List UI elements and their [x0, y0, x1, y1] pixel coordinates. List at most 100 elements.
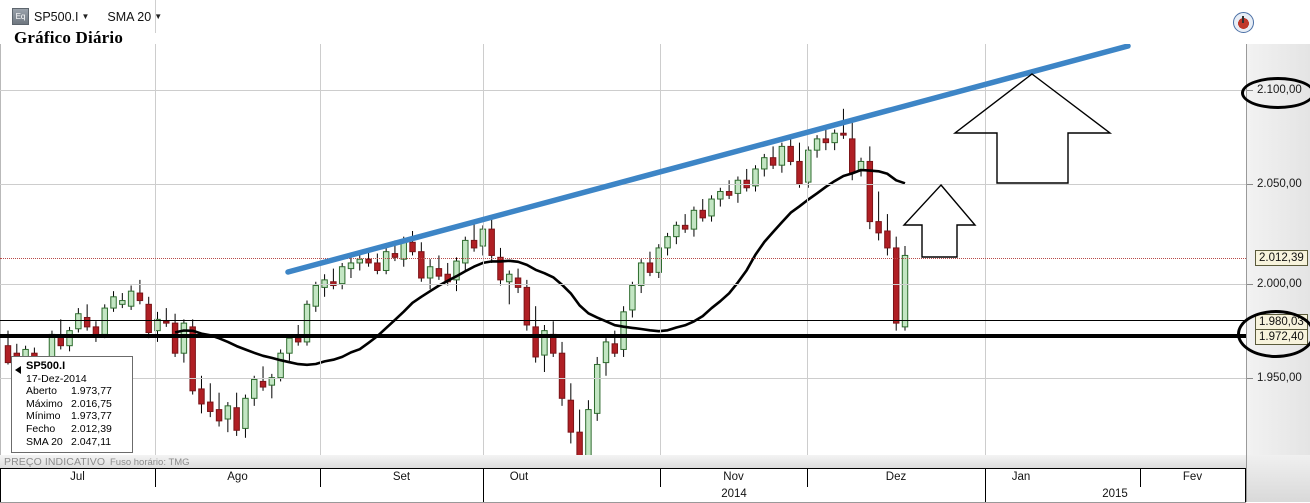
candle-body — [541, 330, 548, 356]
candle-body — [180, 322, 188, 354]
candle-body — [725, 191, 733, 196]
candle-body — [831, 132, 838, 144]
month-sep — [1140, 468, 1141, 487]
candle-body — [453, 260, 460, 281]
tooltip-key: Fecho — [26, 422, 56, 435]
month-label-ago[interactable]: Ago — [227, 471, 248, 483]
candle-body — [119, 300, 126, 305]
candle-body — [673, 224, 680, 238]
gridline-out — [483, 44, 484, 455]
chart-plot-area[interactable] — [0, 44, 1246, 455]
price-label-1950: 1.950,00 — [1257, 372, 1302, 384]
candle-body — [708, 198, 715, 217]
circle-current-levels — [1237, 310, 1310, 358]
candle-body — [110, 296, 117, 309]
candle-body — [506, 273, 513, 283]
candle-body — [163, 320, 170, 324]
candle-body — [259, 380, 267, 388]
candle-body — [884, 230, 891, 249]
candle-body — [426, 266, 434, 279]
gridline-set — [320, 44, 321, 455]
table-row: Fecho 2.012,39 — [18, 423, 128, 436]
page-title: Gráfico Diário — [14, 28, 124, 47]
candle-body — [233, 407, 240, 431]
chevron-down-icon-indicator[interactable]: ▼ — [154, 12, 163, 21]
month-label-nov[interactable]: Nov — [723, 471, 744, 483]
year-sep — [1245, 487, 1246, 502]
last-close-dotted-line — [0, 258, 1246, 259]
month-sep — [155, 468, 156, 487]
table-row: Aberto 1.973,77 — [18, 385, 128, 398]
candle-body — [734, 179, 742, 194]
year-label-2015: 2015 — [1102, 488, 1128, 500]
candle-body — [629, 285, 636, 311]
candle-body — [154, 318, 161, 332]
date-axis[interactable]: Jul Ago Set Out Nov Dez Jan Fev 2014 201… — [0, 455, 1310, 503]
price-label-2050: 2.050,00 — [1257, 178, 1302, 190]
quote-tooltip: SP500.I 17-Dez-2014 Aberto 1.973,77 Máxim… — [11, 356, 133, 454]
candle-body — [391, 253, 399, 258]
month-label-jan[interactable]: Jan — [1011, 471, 1031, 483]
candle-body — [294, 337, 302, 343]
indicator-selector[interactable]: SMA 20 ▼ — [107, 10, 162, 24]
date-axis-corner — [1246, 455, 1310, 502]
tick-2000 — [1247, 284, 1253, 285]
candle-body — [127, 290, 135, 307]
candle-body — [242, 397, 249, 429]
year-label-2014: 2014 — [721, 488, 747, 500]
candle-body — [251, 379, 258, 399]
candle-body — [875, 221, 882, 234]
symbol-label: SP500.I — [34, 9, 79, 24]
candle-body — [866, 160, 874, 223]
month-label-out[interactable]: Out — [509, 471, 529, 483]
candle-body — [207, 401, 214, 412]
indicative-price-note: PREÇO INDICATIVO — [4, 456, 106, 468]
candle-body — [189, 326, 196, 392]
candle-body — [171, 322, 179, 354]
tooltip-value: 1.973,77 — [71, 410, 112, 423]
candle-body — [462, 239, 469, 264]
tooltip-key: Mínimo — [26, 410, 61, 423]
candle-body — [83, 316, 91, 328]
candle-body — [347, 262, 355, 270]
table-row: SMA 20 2.047,11 — [18, 436, 128, 449]
candle-body — [523, 286, 531, 326]
chevron-down-icon[interactable]: ▼ — [81, 12, 90, 21]
gridline-1950 — [0, 378, 1246, 379]
tooltip-value: 2.012,39 — [71, 422, 112, 435]
candle-body — [752, 168, 759, 187]
candle-body — [470, 239, 478, 249]
candle-body — [620, 311, 627, 350]
candle-body — [769, 157, 777, 166]
tooltip-pointer-icon — [15, 366, 21, 374]
price-axis[interactable]: 2.100,00 2.050,00 2.000,00 1.950,00 2.01… — [1237, 44, 1310, 455]
candle-body — [435, 268, 443, 277]
month-label-jul[interactable]: Jul — [70, 471, 85, 483]
candle-body — [365, 258, 372, 264]
candle-body — [558, 352, 566, 399]
symbol-selector[interactable]: Eq SP500.I ▼ — [12, 8, 89, 25]
month-label-set[interactable]: Set — [392, 471, 411, 483]
year-sep — [985, 487, 986, 502]
candle-body — [681, 224, 689, 230]
tooltip-key: Máximo — [26, 397, 63, 410]
candle-body — [901, 254, 909, 328]
table-row: Mínimo 1.973,77 — [18, 410, 128, 423]
candle-body — [136, 292, 144, 302]
tooltip-date: 17-Dez-2014 — [26, 372, 87, 385]
candle-body — [145, 303, 152, 334]
clock-icon[interactable] — [1233, 12, 1254, 33]
month-label-fev[interactable]: Fev — [1182, 471, 1203, 483]
tooltip-value: 2.047,11 — [71, 435, 112, 448]
candle-body — [822, 138, 830, 144]
gridline-nov — [660, 44, 661, 455]
trendline-annotation — [285, 44, 1131, 275]
candle-body — [593, 363, 601, 414]
candle-body — [514, 277, 522, 288]
arrow-annotations — [902, 73, 1113, 258]
toolbar-divider — [155, 0, 156, 33]
sma20-line — [174, 168, 906, 367]
candle-body — [198, 388, 205, 405]
tooltip-symbol: SP500.I — [26, 360, 66, 372]
month-label-dez[interactable]: Dez — [885, 471, 907, 483]
